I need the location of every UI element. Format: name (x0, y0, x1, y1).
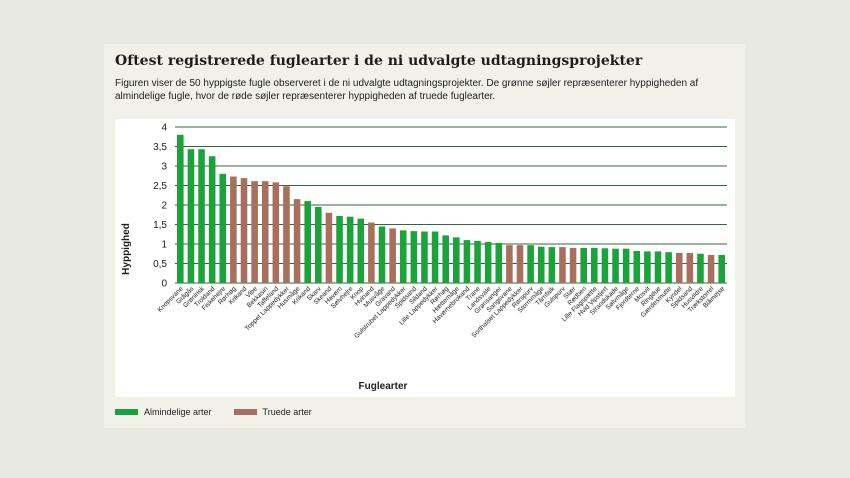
bar (484, 242, 492, 283)
bar (622, 248, 630, 283)
bar (230, 176, 237, 283)
bar (410, 231, 418, 283)
bar (251, 181, 258, 283)
legend-swatch-threatened (233, 409, 257, 415)
bar (463, 240, 471, 283)
y-axis-label: Hyppighed (121, 223, 132, 275)
legend-label-threatened: Truede arter (262, 407, 312, 417)
legend-swatch-common (115, 409, 138, 415)
bar (240, 178, 248, 283)
bar (537, 246, 545, 283)
y-tick-label: 4 (161, 123, 167, 134)
bar-chart: 00,511,522,533,54KnopsvaneGrågåsGrøniris… (121, 123, 727, 392)
y-tick-label: 0,5 (153, 259, 167, 270)
bar (357, 218, 365, 283)
y-tick-label: 1,5 (153, 220, 167, 231)
bar (675, 252, 683, 283)
bar (315, 206, 322, 283)
bar (177, 134, 184, 283)
bar (187, 149, 195, 283)
bar (718, 254, 725, 283)
bar (686, 252, 694, 283)
bar (283, 186, 290, 283)
bar (304, 201, 311, 283)
bar (208, 156, 216, 283)
bar (601, 248, 609, 283)
bar (591, 247, 598, 283)
bar (198, 149, 205, 283)
y-tick-label: 1 (161, 240, 167, 251)
bar (559, 247, 566, 283)
bar (219, 173, 227, 283)
bar (633, 251, 641, 283)
figure-card: Oftest registrerede fuglearter i de ni u… (104, 44, 745, 428)
chart-legend: Almindelige arter Truede arter (115, 405, 334, 419)
bar (495, 242, 503, 283)
bar (421, 231, 428, 283)
bar (580, 247, 587, 283)
bar (569, 247, 577, 283)
bar (665, 252, 672, 283)
y-tick-label: 3 (161, 162, 167, 173)
bar (516, 245, 524, 283)
legend-item-common: Almindelige arter (115, 407, 212, 417)
figure-title: Oftest registrerede fuglearter i de ni u… (115, 53, 643, 69)
bar (442, 235, 449, 283)
bar (527, 245, 534, 283)
bar (261, 181, 269, 283)
bar (548, 247, 556, 283)
bar (453, 237, 460, 283)
bar (644, 251, 651, 283)
y-tick-label: 2 (161, 201, 167, 212)
y-tick-label: 2,5 (153, 181, 167, 192)
bar (272, 182, 280, 283)
bar (378, 226, 386, 283)
bar (431, 231, 439, 283)
chart-area: 0 0,5 1 1,5 2 2,5 3 3,5 4 Knopsvane Grågås Grøniris… (115, 119, 735, 397)
bar (654, 251, 662, 283)
bar (336, 215, 343, 283)
bar (346, 216, 354, 283)
bar (506, 245, 513, 283)
bar (293, 199, 301, 283)
bar (399, 230, 407, 283)
x-axis-label: Fuglearter (359, 381, 408, 392)
figure-subtitle: Figuren viser de 50 hyppigste fugle obse… (115, 78, 699, 102)
bar (474, 240, 481, 283)
y-tick-label: 3,5 (153, 142, 167, 153)
legend-item-threatened: Truede arter (233, 407, 312, 417)
bar (368, 222, 375, 283)
bar (612, 248, 619, 283)
bar (389, 228, 396, 283)
legend-label-common: Almindelige arter (144, 407, 212, 417)
bar (697, 253, 704, 283)
bar (325, 212, 333, 283)
bar (707, 254, 715, 283)
y-tick-label: 0 (161, 279, 167, 290)
